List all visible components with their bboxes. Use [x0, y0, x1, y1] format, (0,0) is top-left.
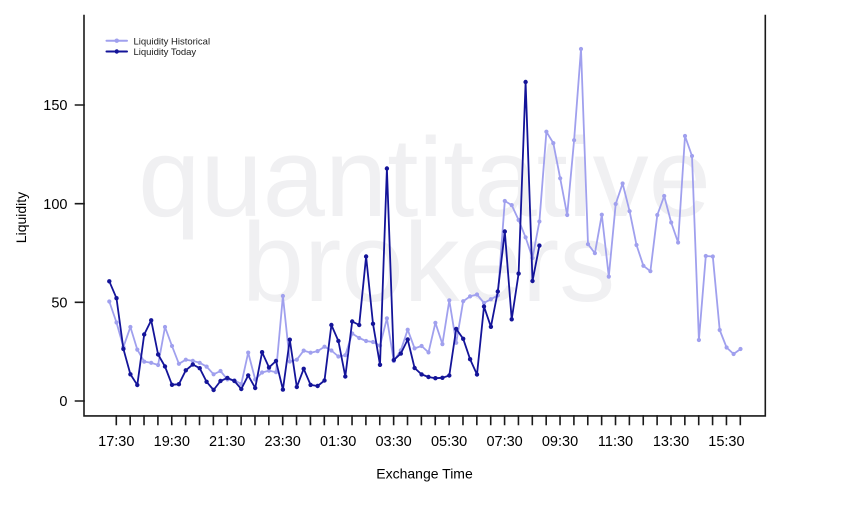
svg-text:23:30: 23:30 — [265, 434, 301, 450]
svg-text:05:30: 05:30 — [431, 434, 467, 450]
svg-text:brokers: brokers — [242, 200, 615, 325]
svg-text:Liquidity Today: Liquidity Today — [134, 47, 197, 58]
svg-text:50: 50 — [51, 296, 67, 312]
svg-text:17:30: 17:30 — [98, 434, 134, 450]
svg-text:150: 150 — [43, 98, 67, 114]
svg-text:03:30: 03:30 — [375, 434, 411, 450]
svg-text:quantitative: quantitative — [138, 115, 711, 240]
svg-text:Liquidity: Liquidity — [13, 192, 29, 243]
svg-text:100: 100 — [43, 197, 67, 213]
svg-text:13:30: 13:30 — [653, 434, 689, 450]
svg-text:07:30: 07:30 — [486, 434, 522, 450]
svg-text:11:30: 11:30 — [598, 434, 633, 450]
svg-text:Liquidity Historical: Liquidity Historical — [134, 36, 211, 47]
svg-text:15:30: 15:30 — [708, 434, 744, 450]
svg-text:21:30: 21:30 — [209, 434, 245, 450]
svg-text:Exchange Time: Exchange Time — [376, 466, 473, 482]
svg-text:01:30: 01:30 — [320, 434, 356, 450]
svg-text:09:30: 09:30 — [542, 434, 578, 450]
svg-text:19:30: 19:30 — [154, 434, 190, 450]
svg-text:0: 0 — [59, 394, 67, 410]
